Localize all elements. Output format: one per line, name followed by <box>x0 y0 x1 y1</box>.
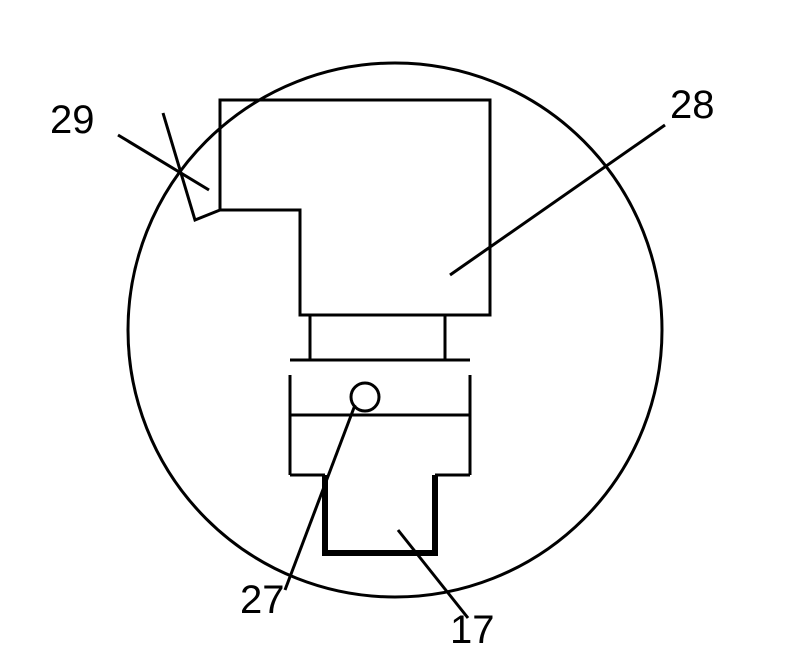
label-27: 27 <box>240 578 285 623</box>
label-17: 17 <box>450 608 495 653</box>
main-circle <box>128 63 662 597</box>
lower-u <box>325 475 435 553</box>
leader-28 <box>450 125 665 275</box>
upper-l-shape <box>220 100 490 315</box>
label-28: 28 <box>670 83 715 128</box>
leader-27 <box>285 405 355 590</box>
leader-29 <box>118 135 209 190</box>
side-block <box>163 100 220 220</box>
label-29: 29 <box>50 98 95 143</box>
